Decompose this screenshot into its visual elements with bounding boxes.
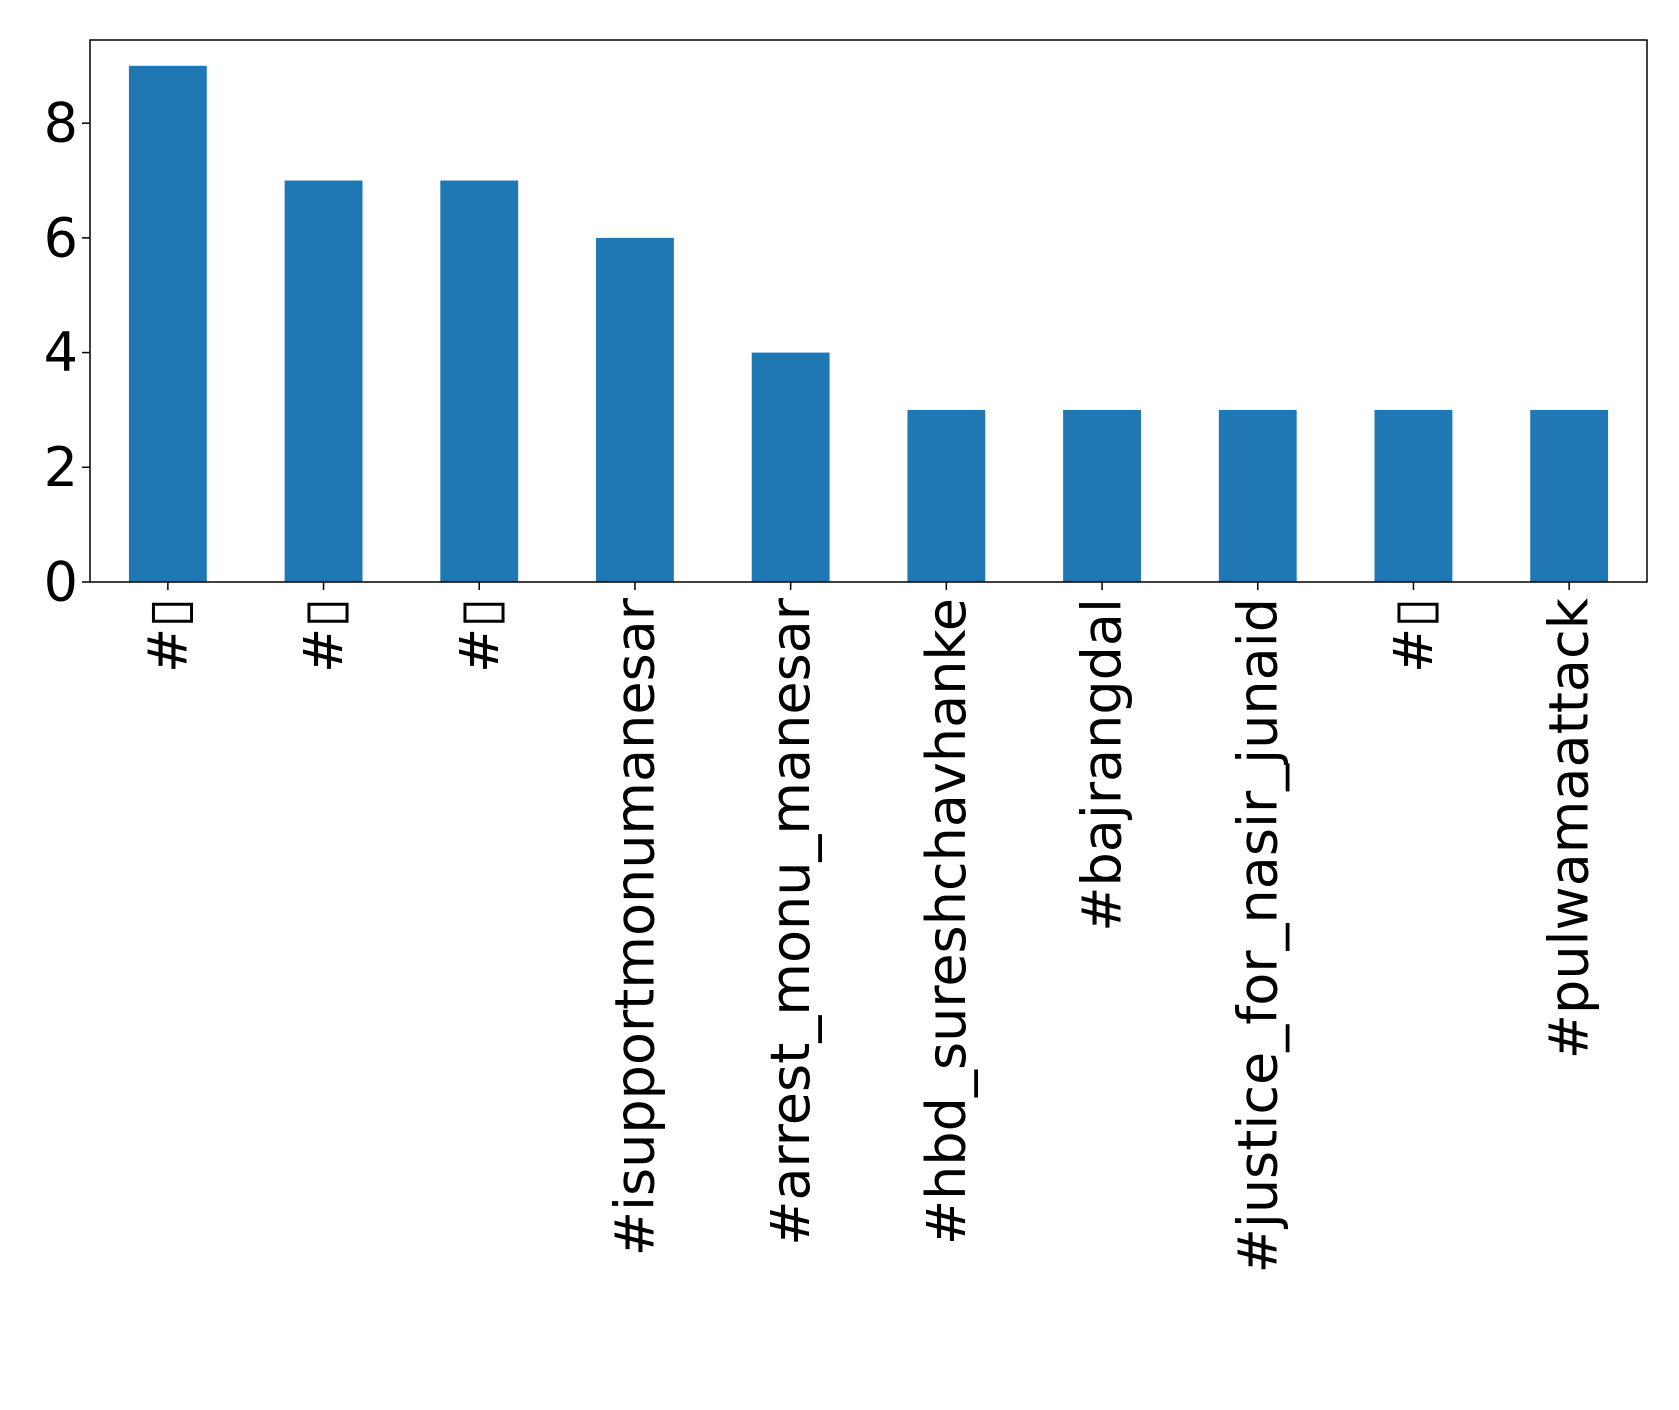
x-tick-label-5: #hbd_sureshchavhanke — [915, 598, 978, 1245]
bar-5 — [907, 409, 986, 582]
x-tick-label-9: #pulwamaattack — [1538, 597, 1601, 1059]
bar-2 — [440, 180, 519, 582]
x-tick-label-1: #▯ — [292, 598, 355, 673]
y-tick-label-4: 8 — [44, 92, 78, 155]
x-tick-label-2: #▯ — [448, 598, 511, 673]
x-tick-label-7: #justice_for_nasir_junaid — [1226, 598, 1289, 1273]
x-tick-label-6: #bajrangdal — [1071, 598, 1134, 932]
bar-9 — [1530, 409, 1609, 582]
bar-7 — [1218, 409, 1297, 582]
plot-frame — [89, 39, 1648, 583]
bar-1 — [284, 180, 363, 582]
x-axis: #▯ #▯ #▯ #isupportmonumanesar #arrest_monu_m… — [136, 582, 1601, 1273]
x-tick-label-0: #▯ — [136, 598, 199, 673]
bar-6 — [1063, 409, 1141, 582]
x-tick-label-3: #isupportmonumanesar — [603, 597, 666, 1256]
bar-0 — [128, 65, 207, 583]
bar-4 — [751, 352, 830, 582]
y-tick-label-0: 0 — [44, 551, 78, 614]
x-tick-label-8: #▯ — [1382, 598, 1445, 673]
y-axis: 0 2 4 6 8 — [44, 92, 90, 614]
bar-8 — [1374, 409, 1453, 582]
y-tick-label-3: 6 — [44, 206, 78, 269]
bars-group — [128, 65, 1609, 583]
bar-3 — [596, 237, 674, 582]
x-tick-label-4: #arrest_monu_manesar — [759, 597, 822, 1246]
y-tick-label-1: 2 — [44, 436, 78, 499]
y-tick-label-2: 4 — [44, 321, 78, 384]
